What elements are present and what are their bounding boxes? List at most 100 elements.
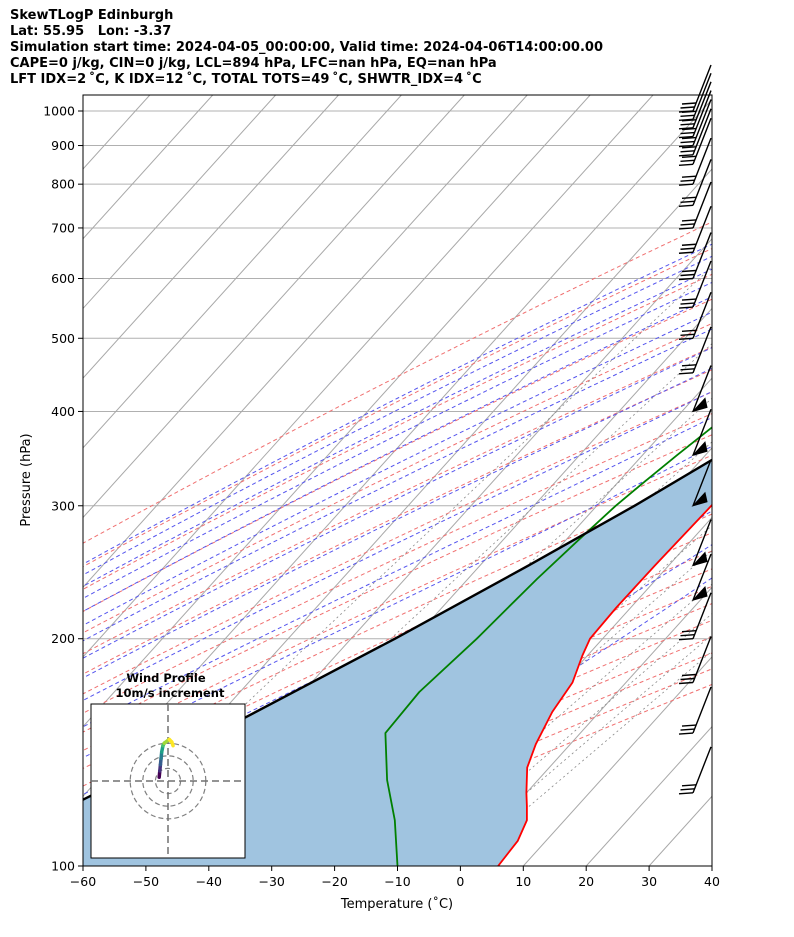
y-tick-label: 600: [51, 271, 75, 286]
hodograph-segment: [170, 740, 175, 748]
index-line: LFT IDX=2 ˚C, K IDX=12 ˚C, TOTAL TOTS=49…: [10, 72, 482, 87]
mixing-ratio-line: [351, 550, 712, 866]
y-tick-label: 800: [51, 177, 75, 192]
wind-barb: [678, 108, 712, 157]
wind-barb: [678, 592, 712, 641]
y-tick-label: 300: [51, 498, 75, 513]
wind-barbs: [678, 64, 712, 795]
isotherm: [83, 95, 276, 310]
dewpoint-line: [384, 426, 712, 866]
wind-barb: [678, 99, 712, 148]
x-tick-label: 30: [641, 874, 657, 889]
dry-adiabat: [83, 391, 712, 695]
x-axis-ticks: −60 −50 −40 −30 −20 −10 0 10 20 30 40: [70, 866, 720, 889]
wind-barb: [678, 686, 712, 735]
hodograph-title: Wind Profile: [126, 671, 206, 685]
moist-adiabat: [83, 311, 712, 626]
wind-barb: [678, 746, 712, 795]
y-tick-label: 400: [51, 404, 75, 419]
dry-adiabat: [83, 434, 712, 733]
moist-adiabats: [83, 243, 712, 866]
moist-adiabat: [83, 243, 712, 565]
isotherm: [83, 95, 528, 588]
wind-barb: [691, 459, 712, 507]
isotherm: [460, 586, 712, 866]
profile-lines: [83, 426, 712, 866]
mixing-ratio-line: [83, 266, 712, 859]
y-tick-label: 700: [51, 220, 75, 235]
cape-line: CAPE=0 j/kg, CIN=0 j/kg, LCL=894 hPa, LF…: [10, 56, 497, 71]
wind-barb: [678, 137, 712, 186]
x-tick-label: −40: [196, 874, 222, 889]
moist-adiabat: [83, 416, 712, 728]
moist-adiabat: [83, 347, 712, 659]
time-line: Simulation start time: 2024-04-05_00:00:…: [10, 40, 603, 55]
location-line: Lat: 55.95 Lon: -3.37: [10, 24, 172, 39]
wind-barb: [678, 292, 712, 340]
isotherm: [83, 95, 339, 379]
wind-barb: [678, 159, 712, 208]
wind-barb: [678, 260, 712, 309]
isotherm: [83, 95, 654, 728]
parcel-line: [83, 458, 712, 802]
isotherm: [83, 95, 591, 658]
isotherm: [585, 725, 712, 866]
isotherm: [711, 865, 712, 866]
y-tick-label: 200: [51, 631, 75, 646]
wind-barb: [691, 553, 712, 602]
y-tick-label: 1000: [43, 103, 75, 118]
y-tick-label: 100: [51, 859, 75, 874]
hodograph-inset: Wind Profile 10m/s increment: [90, 671, 246, 859]
wind-barb: [678, 636, 712, 685]
mixing-ratio-line: [325, 525, 712, 866]
hodograph-subtitle: 10m/s increment: [116, 686, 225, 700]
x-tick-label: −60: [70, 874, 96, 889]
dry-adiabat: [83, 474, 712, 770]
dry-adiabat: [83, 454, 712, 752]
x-tick-label: 20: [578, 874, 594, 889]
wind-barb: [691, 365, 712, 413]
wind-barb: [678, 181, 712, 230]
y-tick-label: 500: [51, 331, 75, 346]
moist-adiabat: [83, 367, 712, 679]
x-tick-label: −10: [384, 874, 410, 889]
isotherm: [83, 95, 402, 449]
x-tick-label: 10: [515, 874, 531, 889]
x-tick-label: −50: [133, 874, 159, 889]
wind-barb: [678, 118, 712, 166]
x-axis-label: Temperature (˚C): [340, 896, 453, 912]
dry-adiabat: [83, 273, 712, 590]
temperature-line: [497, 503, 712, 866]
x-tick-label: −20: [321, 874, 347, 889]
y-axis-label: Pressure (hPa): [19, 433, 34, 526]
moist-adiabat: [83, 445, 712, 759]
moist-adiabat: [83, 390, 712, 702]
wind-barb: [678, 205, 712, 254]
y-axis-ticks: 100 200 300 400 500 600 700 800 900 1000: [43, 103, 83, 874]
y-tick-label: 900: [51, 138, 75, 153]
x-tick-label: 0: [456, 874, 464, 889]
wind-barb: [678, 232, 712, 281]
isotherm: [83, 95, 214, 240]
x-tick-label: 40: [704, 874, 720, 889]
pressure-gridlines: [83, 110, 712, 866]
dry-adiabat: [83, 298, 712, 613]
wind-barb: [678, 90, 712, 139]
moist-adiabat: [134, 544, 712, 866]
wind-barb: [691, 408, 712, 457]
dry-adiabat: [83, 247, 712, 568]
wind-barb: [678, 81, 712, 130]
isotherm: [83, 95, 465, 519]
x-tick-label: −30: [259, 874, 285, 889]
wind-barb: [691, 519, 712, 567]
chart-title: SkewTLogP Edinburgh: [10, 8, 174, 23]
wind-barb: [678, 326, 712, 375]
chart-header: SkewTLogP Edinburgh Lat: 55.95 Lon: -3.37…: [10, 8, 603, 88]
dry-adiabat: [83, 346, 712, 655]
wind-barb: [678, 73, 712, 121]
isotherm: [522, 656, 712, 866]
dry-adiabat: [83, 369, 712, 675]
moist-adiabat: [83, 268, 712, 587]
moist-adiabat: [83, 255, 712, 576]
